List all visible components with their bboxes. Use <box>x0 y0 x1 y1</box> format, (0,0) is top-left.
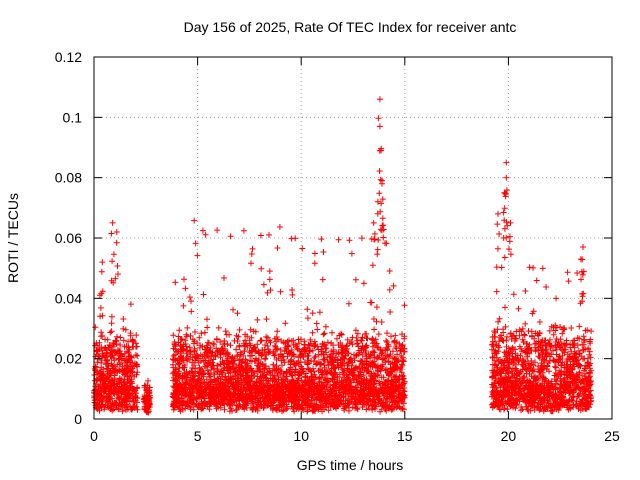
x-tick-label: 25 <box>604 428 620 444</box>
x-tick-label: 5 <box>194 428 202 444</box>
chart-title: Day 156 of 2025, Rate Of TEC Index for r… <box>184 19 517 35</box>
axis-ticks: 0 0.02 0.04 0.06 0.08 0.1 0.12 0 5 10 15 20 25 <box>55 49 620 444</box>
x-tick-label: 15 <box>397 428 413 444</box>
y-tick-label: 0.04 <box>55 290 82 306</box>
y-tick-label: 0.08 <box>55 170 82 186</box>
plot-border <box>93 56 613 420</box>
y-tick-label: 0.06 <box>55 230 82 246</box>
y-axis-label: ROTI / TECUs <box>5 193 21 283</box>
x-tick-label: 20 <box>501 428 517 444</box>
y-tick-label: 0.12 <box>55 49 82 65</box>
x-tick-label: 10 <box>293 428 309 444</box>
y-tick-label: 0.02 <box>55 351 82 367</box>
y-tick-label: 0.1 <box>63 109 83 125</box>
data-points <box>91 96 595 416</box>
x-tick-label: 0 <box>90 428 98 444</box>
scatter-points <box>91 96 595 416</box>
y-tick-label: 0 <box>74 411 82 427</box>
x-axis-label: GPS time / hours <box>297 457 404 473</box>
